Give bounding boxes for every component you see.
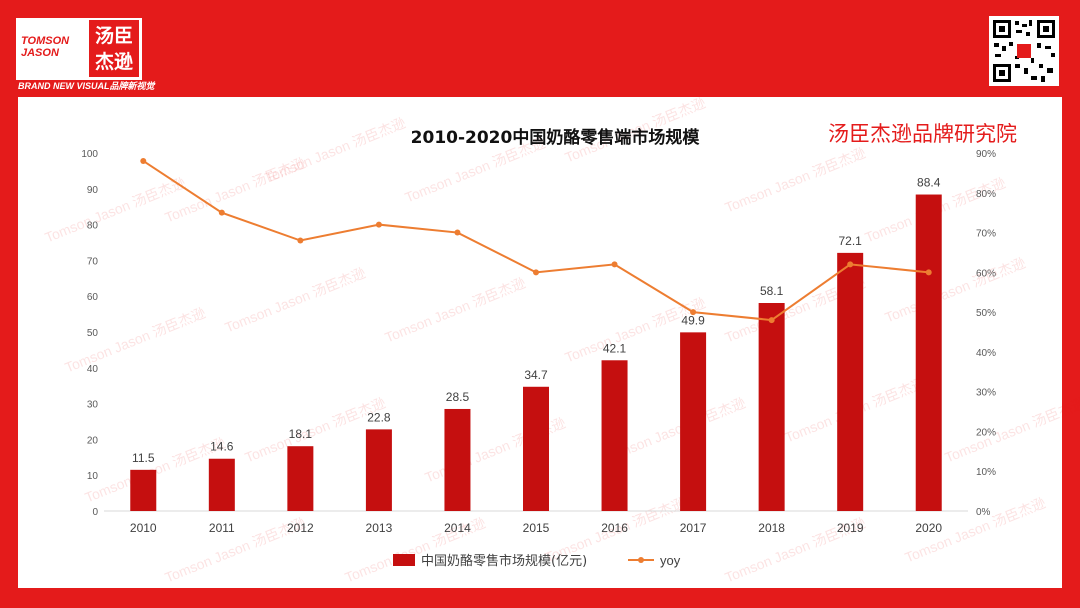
y-left-tick-label: 40 bbox=[87, 364, 99, 375]
logo-english: TOMSON JASON bbox=[21, 35, 83, 59]
y-right-tick-label: 30% bbox=[976, 388, 996, 399]
yoy-point bbox=[533, 269, 539, 276]
x-tick-label: 2020 bbox=[915, 521, 942, 535]
y-left-tick-label: 0 bbox=[92, 507, 98, 518]
y-right-tick-label: 50% bbox=[976, 308, 996, 319]
yoy-point bbox=[375, 221, 382, 228]
bar bbox=[208, 458, 235, 511]
y-right-tick-label: 60% bbox=[976, 268, 996, 279]
legend-bar-label: 中国奶酪零售市场规模(亿元) bbox=[421, 553, 587, 569]
bar-data-label: 18.1 bbox=[289, 427, 313, 441]
x-tick-label: 2010 bbox=[130, 521, 157, 535]
brand-logo: TOMSON JASON 汤臣 杰逊 bbox=[16, 18, 142, 80]
bar bbox=[365, 429, 392, 511]
yoy-point bbox=[847, 261, 854, 268]
yoy-point bbox=[297, 237, 304, 244]
logo-tagline: BRAND NEW VISUAL品牌新视觉 bbox=[18, 81, 155, 91]
bar-data-label: 72.1 bbox=[839, 234, 863, 248]
legend-line-label: yoy bbox=[660, 553, 681, 568]
bar bbox=[837, 252, 864, 511]
bar bbox=[601, 360, 628, 511]
yoy-point bbox=[218, 209, 225, 216]
y-left-tick-label: 70 bbox=[87, 256, 99, 267]
yoy-point bbox=[611, 261, 618, 268]
y-left-tick-label: 10 bbox=[87, 471, 99, 482]
y-right-tick-label: 20% bbox=[976, 427, 996, 438]
bar-data-label: 22.8 bbox=[367, 410, 391, 424]
qr-code bbox=[989, 16, 1059, 86]
yoy-line bbox=[142, 160, 929, 322]
brand-label: 汤臣杰逊品牌研究院 bbox=[828, 122, 1017, 146]
yoy-point bbox=[768, 317, 775, 324]
yoy-point bbox=[690, 309, 697, 316]
bar-data-label: 34.7 bbox=[524, 368, 548, 382]
logo-cn-line2: 杰逊 bbox=[94, 51, 133, 73]
x-tick-label: 2013 bbox=[366, 521, 393, 535]
y-left-tick-label: 50 bbox=[87, 328, 99, 339]
y-left-tick-label: 80 bbox=[87, 221, 99, 232]
y-right-tick-label: 40% bbox=[976, 348, 996, 359]
bar bbox=[523, 386, 549, 511]
yoy-point bbox=[925, 269, 932, 276]
bar-data-label: 58.1 bbox=[760, 284, 784, 298]
y-left-tick-label: 30 bbox=[87, 400, 99, 411]
logo-cn-line1: 汤臣 bbox=[94, 25, 133, 47]
yoy-point bbox=[454, 229, 461, 236]
x-tick-label: 2015 bbox=[523, 521, 550, 535]
bar-data-label: 42.1 bbox=[603, 341, 627, 355]
bar-data-label: 88.4 bbox=[917, 176, 941, 190]
y-right-tick-label: 80% bbox=[976, 189, 996, 200]
y-left-tick-label: 100 bbox=[81, 149, 98, 160]
x-tick-label: 2012 bbox=[287, 521, 314, 535]
bar bbox=[915, 194, 942, 511]
x-tick-label: 2014 bbox=[444, 521, 471, 535]
bar-data-label: 49.9 bbox=[681, 313, 705, 327]
bar-data-label: 11.5 bbox=[132, 451, 155, 465]
logo-en-line2: JASON bbox=[21, 47, 59, 59]
y-left-tick-label: 20 bbox=[87, 435, 99, 446]
legend-bar-swatch bbox=[393, 554, 415, 566]
bar bbox=[758, 303, 785, 511]
bar-data-label: 28.5 bbox=[446, 390, 470, 404]
y-right-tick-label: 10% bbox=[976, 467, 996, 478]
bar-data-label: 14.6 bbox=[210, 440, 234, 454]
logo-chinese: 汤臣 杰逊 bbox=[89, 20, 139, 77]
x-tick-label: 2016 bbox=[601, 521, 628, 535]
y-left-tick-label: 60 bbox=[87, 292, 99, 303]
y-right-tick-label: 70% bbox=[976, 229, 996, 240]
y-left-tick-label: 90 bbox=[87, 185, 99, 196]
x-tick-label: 2017 bbox=[680, 521, 707, 535]
y-right-tick-label: 90% bbox=[976, 149, 996, 160]
legend-line-marker bbox=[638, 557, 644, 563]
bar bbox=[130, 469, 157, 511]
y-right-tick-label: 0% bbox=[976, 507, 991, 518]
bar bbox=[444, 408, 471, 511]
bar bbox=[287, 446, 314, 511]
yoy-point bbox=[140, 157, 147, 164]
chart-title: 2010-2020中国奶酪零售端市场规模 bbox=[411, 127, 701, 148]
bar bbox=[680, 332, 707, 511]
x-tick-label: 2018 bbox=[758, 521, 785, 535]
x-tick-label: 2011 bbox=[209, 521, 235, 535]
x-tick-label: 2019 bbox=[837, 521, 864, 535]
logo-en-line1: TOMSON bbox=[21, 35, 70, 47]
